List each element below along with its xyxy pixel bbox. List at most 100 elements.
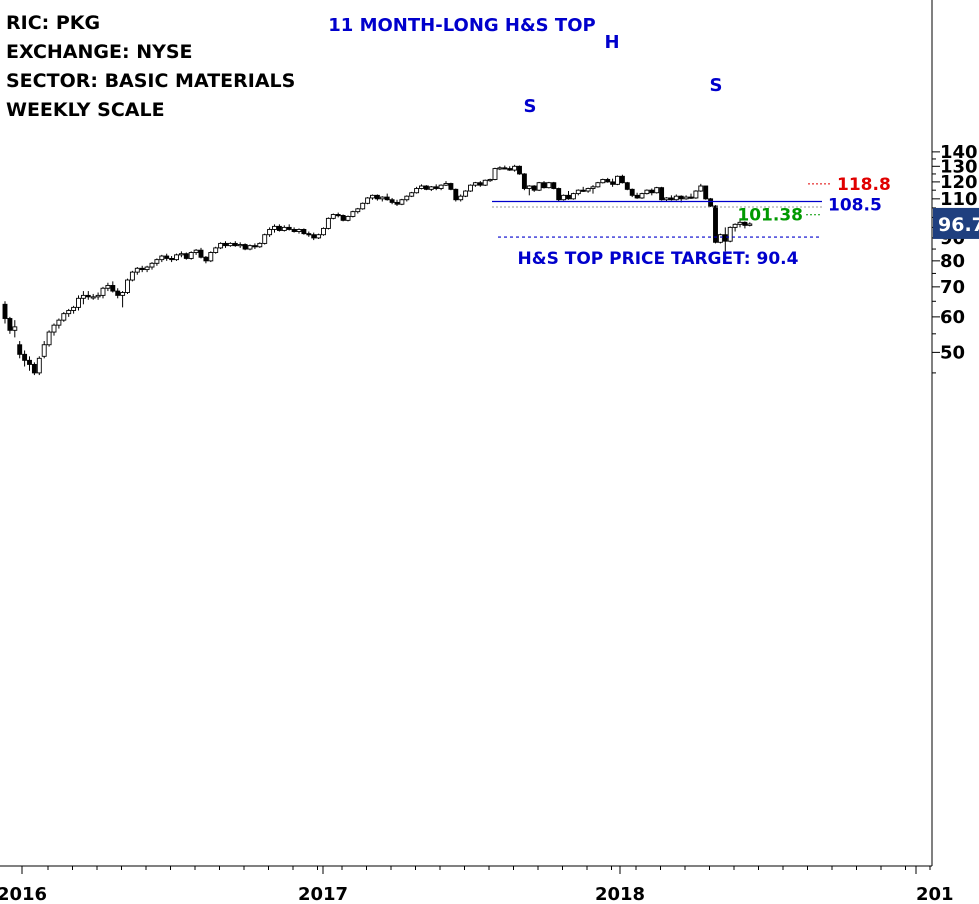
candle-body-bullish: [492, 168, 498, 180]
candle: [203, 256, 209, 264]
candle-body-bullish: [664, 197, 669, 201]
candle: [419, 184, 424, 190]
candle-body-bullish: [61, 313, 67, 321]
candle: [732, 223, 738, 232]
candle-body-bullish: [193, 249, 199, 253]
candle-body-bearish: [517, 165, 522, 175]
candle-body-bearish: [551, 182, 557, 189]
x-axis: 2016 2017 2018 201: [0, 865, 954, 904]
candle: [463, 190, 469, 198]
candle-body-bearish: [624, 182, 630, 190]
candle: [693, 190, 699, 199]
candle: [389, 197, 395, 205]
candle-body-bullish: [247, 245, 253, 250]
candle-body-bearish: [301, 228, 307, 235]
candle: [566, 191, 571, 200]
candle: [747, 222, 753, 227]
candle: [536, 181, 542, 192]
candle: [178, 251, 184, 258]
candle-body-bullish: [66, 310, 72, 315]
candle-body-bearish: [306, 233, 312, 236]
candle: [115, 288, 121, 299]
candle-body-bearish: [115, 290, 121, 296]
candle-body-bearish: [708, 198, 714, 207]
candle-body-bearish: [722, 234, 728, 242]
candle: [722, 227, 728, 252]
candle: [541, 181, 547, 189]
candle-body-bullish: [497, 167, 503, 170]
candle-body-bullish: [174, 254, 179, 261]
candle-body-bullish: [737, 221, 743, 225]
candle: [374, 194, 380, 201]
candle-body-bullish: [321, 227, 326, 236]
candle: [149, 262, 155, 270]
candle-body-bullish: [56, 319, 62, 326]
candle: [159, 254, 165, 263]
candle-body-bearish: [286, 226, 292, 230]
candle: [335, 212, 341, 218]
candle: [27, 356, 32, 371]
candle-body-bearish: [423, 185, 429, 190]
candle-body-bullish: [257, 242, 263, 248]
candle: [664, 197, 669, 202]
candle-body-bullish: [463, 190, 469, 197]
candle-body-bearish: [335, 214, 341, 217]
candle-body-bullish: [227, 242, 233, 247]
candle: [276, 224, 282, 232]
candle-body-bearish: [384, 196, 390, 201]
candle: [198, 247, 204, 259]
candle-body-bullish: [487, 179, 493, 182]
candle-body-bullish: [683, 196, 689, 200]
chart-title: 11 MONTH-LONG H&S TOP: [328, 15, 595, 36]
candle: [139, 265, 145, 273]
candle: [90, 293, 96, 300]
candle: [502, 165, 508, 170]
candle: [12, 320, 18, 338]
candle: [384, 193, 390, 201]
candle-body-bearish: [17, 344, 23, 355]
candle: [708, 197, 714, 207]
candle-body-bullish: [76, 297, 81, 308]
candle: [428, 185, 434, 192]
candle: [727, 226, 733, 243]
candle: [644, 189, 650, 195]
last-price-label: 96.7: [938, 214, 979, 236]
candle-body-bullish: [125, 279, 130, 293]
candle: [414, 186, 420, 194]
candle: [144, 265, 150, 273]
x-tick-label: 201: [916, 884, 954, 904]
candle-body-bullish: [41, 344, 47, 357]
candle: [580, 186, 586, 192]
candle-body-bullish: [600, 179, 606, 184]
candle: [600, 178, 606, 184]
candle-body-bearish: [521, 173, 527, 189]
candle: [100, 286, 106, 299]
candle-body-bullish: [458, 195, 464, 201]
candle-body-bullish: [590, 186, 596, 189]
candle: [286, 224, 292, 231]
candle-body-bullish: [345, 215, 351, 221]
candle-body-bullish: [570, 193, 576, 200]
candle-body-bearish: [619, 175, 625, 184]
candle-body-bearish: [556, 188, 562, 201]
candle-body-bullish: [693, 190, 699, 199]
candle-body-bullish: [673, 195, 679, 201]
candle: [673, 194, 679, 201]
candle: [252, 243, 258, 250]
candle: [683, 195, 689, 200]
candle-body-bullish: [296, 228, 302, 232]
candle-body-bullish: [71, 306, 77, 311]
candle: [472, 181, 478, 187]
candle: [66, 308, 72, 317]
candle: [164, 253, 170, 261]
candle-body-bullish: [615, 175, 620, 185]
resistance-label: 118.8: [837, 175, 891, 195]
candle: [468, 184, 473, 192]
candle: [223, 241, 228, 248]
candle-body-bearish: [634, 194, 640, 199]
candle-body-bullish: [188, 252, 194, 259]
candle-body-bearish: [566, 194, 571, 200]
candle: [507, 166, 513, 171]
